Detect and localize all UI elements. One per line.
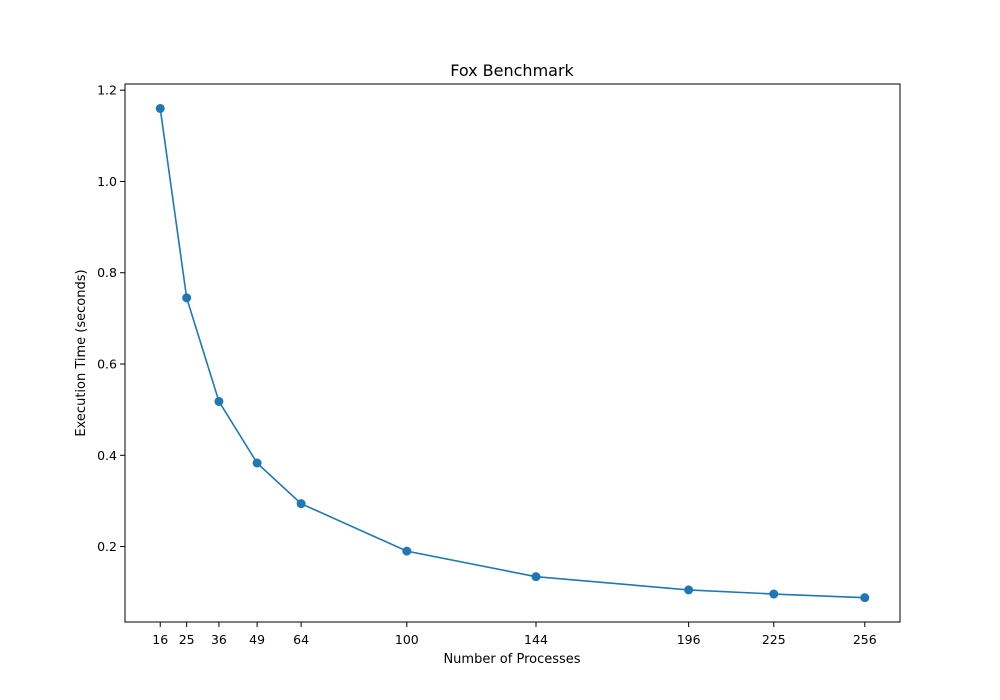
data-point — [296, 499, 306, 509]
y-tick-label: 0.6 — [97, 357, 117, 372]
y-tick-label: 1.2 — [97, 83, 117, 98]
series-line — [159, 108, 865, 599]
data-point — [214, 396, 224, 406]
plot-area — [155, 103, 870, 603]
x-tick-label: 196 — [677, 632, 701, 647]
data-point — [155, 103, 165, 113]
data-point — [531, 572, 541, 582]
data-point — [860, 593, 870, 603]
x-tick-label: 36 — [211, 632, 227, 647]
x-tick-label: 100 — [395, 632, 419, 647]
y-axis-label: Execution Time (seconds) — [74, 269, 89, 436]
x-tick-label: 25 — [179, 632, 195, 647]
x-tick-label: 256 — [853, 632, 877, 647]
y-tick-label: 0.4 — [97, 448, 117, 463]
axes-frame — [124, 83, 901, 623]
y-tick-label: 0.8 — [97, 265, 117, 280]
data-point — [684, 585, 694, 595]
x-tick-label: 144 — [524, 632, 548, 647]
x-tick-label: 64 — [293, 632, 309, 647]
data-point — [182, 293, 192, 303]
x-axis-label: Number of Processes — [443, 652, 580, 667]
data-point — [252, 458, 262, 468]
y-tick-label: 0.2 — [97, 539, 117, 554]
x-tick-label: 49 — [249, 632, 265, 647]
data-point — [402, 546, 412, 556]
x-tick-label: 225 — [762, 632, 786, 647]
data-point — [769, 589, 779, 599]
chart-title: Fox Benchmark — [450, 61, 574, 80]
y-tick-label: 1.0 — [97, 174, 117, 189]
x-tick-label: 16 — [152, 632, 168, 647]
